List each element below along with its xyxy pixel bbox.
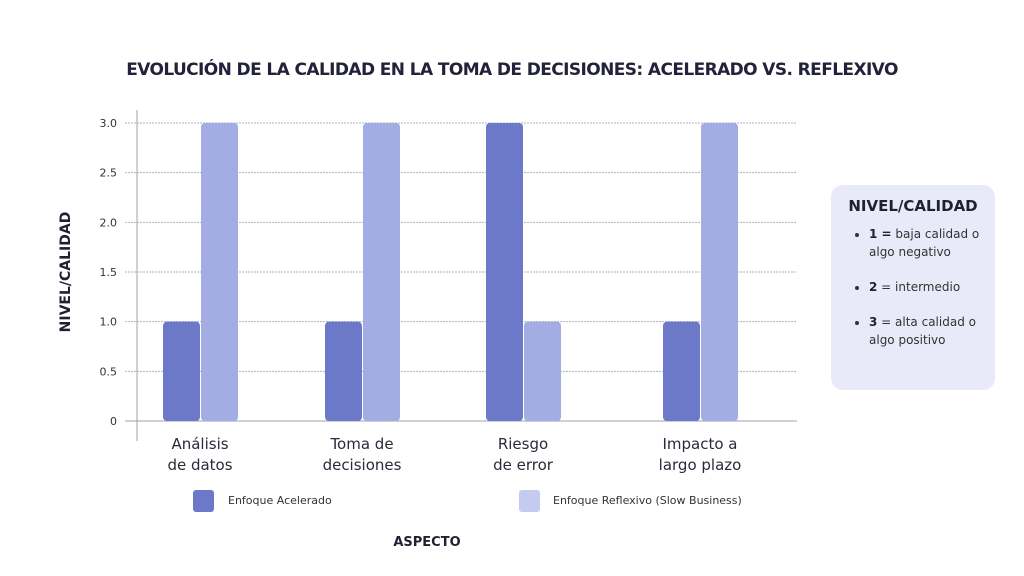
info-box-title: NIVEL/CALIDAD [848,197,978,215]
y-tick-label: 3.0 [100,117,118,130]
x-tick-label: Impacto a largo plazo [630,434,770,476]
x-tick-label: Toma de decisiones [292,434,432,476]
y-tick-label: 1.5 [100,266,118,279]
x-tick-label-line: largo plazo [658,456,742,474]
bar-acelerado [486,123,523,421]
y-tick-label: 0.5 [100,365,118,378]
bar-reflexivo [363,123,400,421]
x-tick-label-line: Análisis [171,435,229,453]
y-axis-label: NIVEL/CALIDAD [58,211,74,333]
info-box: NIVEL/CALIDAD 1 = baja calidad o algo ne… [831,185,995,390]
bar-reflexivo [201,123,238,421]
legend-swatch-reflexivo [519,490,540,512]
x-tick-label-line: decisiones [322,456,402,474]
bar-acelerado [163,321,200,421]
legend-label-acelerado: Enfoque Acelerado [228,494,332,507]
legend-label-reflexivo: Enfoque Reflexivo (Slow Business) [553,494,742,507]
info-item-1: 1 = baja calidad o algo negativo [869,225,995,261]
x-tick-label: Riesgo de error [453,434,593,476]
x-tick-label-line: Impacto a [662,435,738,453]
x-tick-label-line: Toma de [330,435,394,453]
info-item-3: 3 = alta calidad o algo positivo [869,313,995,349]
y-tick-label: 2.5 [100,167,118,180]
x-tick-label-line: de datos [167,456,233,474]
bar-acelerado [663,321,700,421]
y-tick-label: 2.0 [100,216,118,229]
bar-acelerado [325,321,362,421]
x-tick-label: Análisis de datos [130,434,270,476]
legend-swatch-acelerado [193,490,214,512]
bar-reflexivo [524,321,561,421]
x-axis-label: ASPECTO [393,535,461,550]
bar-reflexivo [701,123,738,421]
x-tick-label-line: de error [493,456,553,474]
y-tick-label: 1.0 [100,316,118,329]
y-tick-label: 0 [110,415,117,428]
x-tick-label-line: Riesgo [497,435,549,453]
chart-title: EVOLUCIÓN DE LA CALIDAD EN LA TOMA DE DE… [126,60,898,80]
info-item-2: 2 = intermedio [869,278,995,296]
